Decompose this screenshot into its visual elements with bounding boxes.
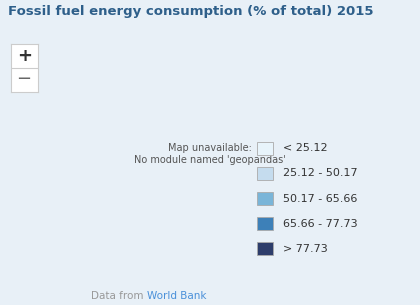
Text: Map unavailable:
No module named 'geopandas': Map unavailable: No module named 'geopan… bbox=[134, 143, 286, 165]
Text: > 77.73: > 77.73 bbox=[283, 244, 328, 254]
FancyBboxPatch shape bbox=[257, 142, 273, 155]
FancyBboxPatch shape bbox=[257, 242, 273, 255]
Text: Fossil fuel energy consumption (% of total) 2015: Fossil fuel energy consumption (% of tot… bbox=[8, 5, 374, 18]
Text: +: + bbox=[17, 47, 32, 65]
FancyBboxPatch shape bbox=[257, 192, 273, 205]
Text: Data from: Data from bbox=[91, 291, 147, 301]
Text: 65.66 - 77.73: 65.66 - 77.73 bbox=[283, 219, 357, 229]
Text: < 25.12: < 25.12 bbox=[283, 143, 327, 153]
Text: 50.17 - 65.66: 50.17 - 65.66 bbox=[283, 194, 357, 203]
FancyBboxPatch shape bbox=[257, 167, 273, 180]
Text: World Bank: World Bank bbox=[147, 291, 207, 301]
FancyBboxPatch shape bbox=[257, 217, 273, 230]
Text: 25.12 - 50.17: 25.12 - 50.17 bbox=[283, 168, 357, 178]
Text: −: − bbox=[16, 70, 32, 88]
